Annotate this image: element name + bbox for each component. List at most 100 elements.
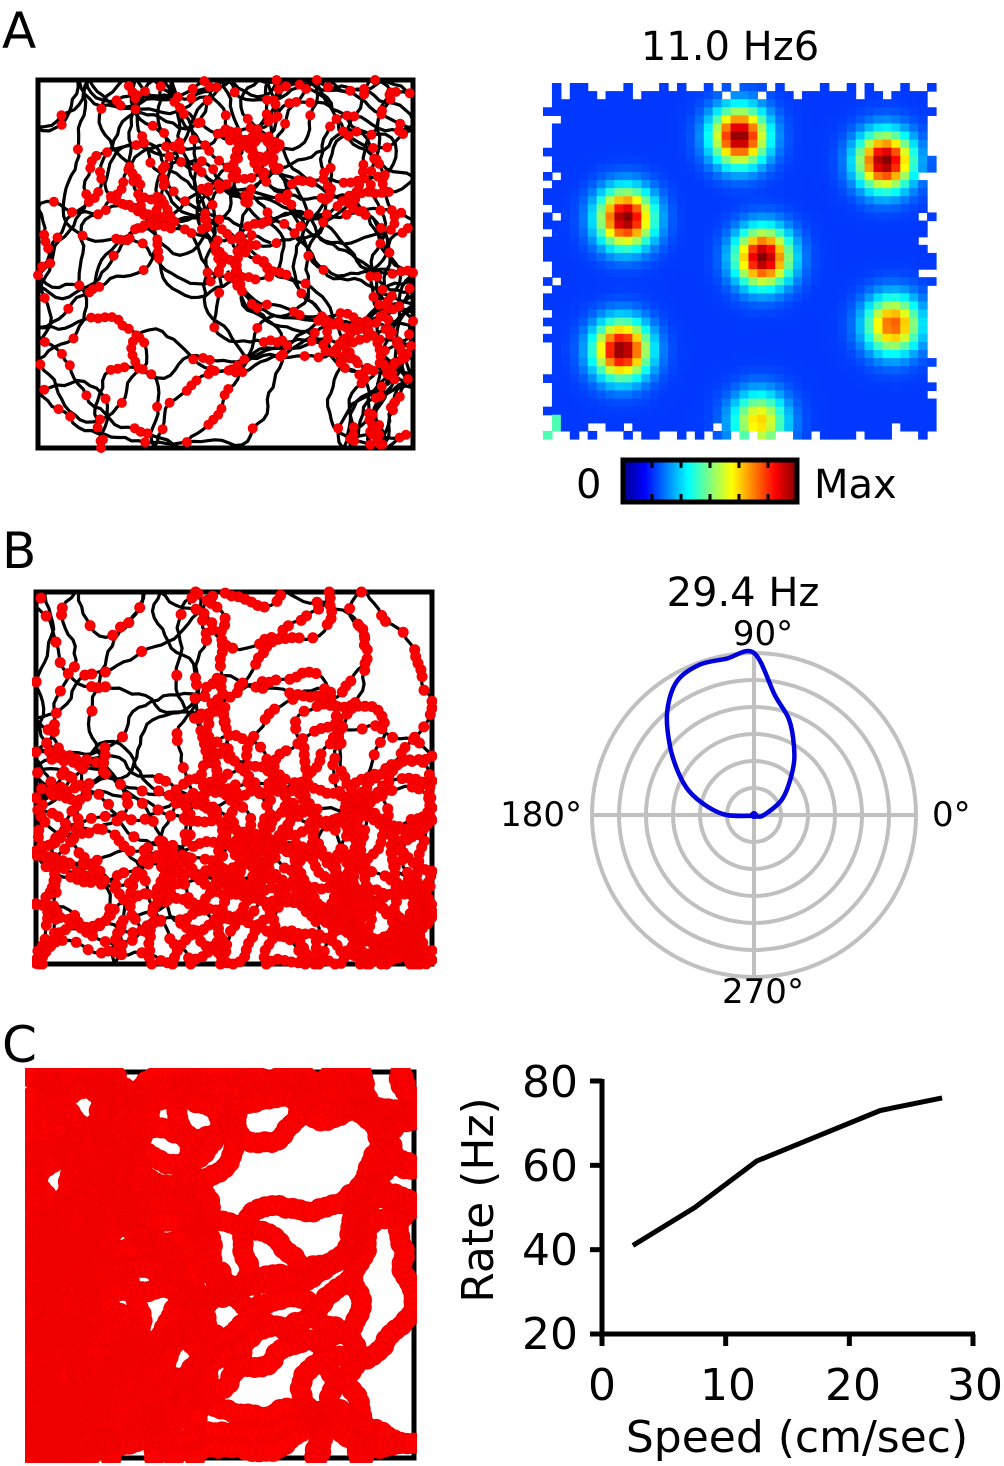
heatmap-cell [623,180,633,189]
heatmap-cell [587,309,598,319]
heatmap-cell [927,163,937,173]
heatmap-cell [828,139,839,149]
heatmap-cell [828,293,839,303]
heatmap-cell [757,430,767,440]
heatmap-cell [837,107,848,116]
heatmap-cell [891,139,901,149]
heatmap-cell [864,398,875,408]
heatmap-cell [703,293,714,303]
heatmap-cell [766,341,776,351]
heatmap-cell [748,285,758,294]
heatmap-cell [775,269,785,278]
heatmap-cell [802,277,812,286]
heatmap-cell [891,212,901,222]
heatmap-cell [641,285,651,294]
heatmap-cell [828,188,839,197]
heatmap-cell [694,212,705,222]
panel-letter-c: C [2,1016,37,1074]
heatmap-cell [846,180,857,189]
heatmap-cell [650,180,660,189]
heatmap-cell [623,309,633,319]
heatmap-cell [748,350,758,359]
heatmap-cell [757,220,767,230]
heatmap-cell [632,325,642,335]
heatmap-cell [596,180,607,189]
heatmap-cell [703,309,714,319]
heatmap-cell [828,91,839,100]
heatmap-cell [730,91,741,100]
heatmap-cell [864,382,875,392]
heatmap-cell [641,277,651,286]
heatmap-cell [819,220,830,230]
heatmap-cell [828,99,839,108]
heatmap-cell [918,123,928,133]
heatmap-cell [551,350,562,359]
heatmap-cell [909,390,919,400]
heatmap-cell [730,99,741,108]
heatmap-cell [569,333,580,343]
heatmap-cell [864,204,875,214]
heatmap-cell [676,139,687,149]
heatmap-cell [560,366,571,375]
heatmap-cell [560,131,571,141]
heatmap-cell [846,220,857,230]
y-tick-label-40: 40 [522,1225,578,1276]
heatmap-cell [909,107,919,116]
heatmap-cell [900,228,910,238]
polar-label-180: 180° [500,795,582,835]
heatmap-cell [578,123,589,133]
heatmap-cell [775,147,785,157]
heatmap-cell [784,341,794,351]
heatmap-cell [721,204,732,214]
heatmap-cell [837,366,848,375]
heatmap-cell [694,147,705,157]
heatmap-cell [918,398,928,408]
heatmap-cell [810,398,821,408]
heatmap-cell [614,350,624,359]
heatmap-cell [632,277,642,286]
heatmap-cell [810,99,821,108]
colorbar-min-label: 0 [576,462,601,508]
heatmap-cell [650,341,660,351]
heatmap-cell [543,317,553,327]
heatmap-cell [748,172,758,181]
heatmap-cell [837,99,848,108]
heatmap-cell [685,115,696,125]
heatmap-cell [685,317,696,327]
heatmap-cell [721,325,732,335]
heatmap-cell [650,261,660,270]
heatmap-cell [793,99,803,108]
heatmap-cell [596,277,607,286]
heatmap-cell [775,390,785,400]
heatmap-cell [676,99,687,108]
heatmap-cell [596,341,607,351]
heatmap-cell [703,115,714,125]
heatmap-cell [614,196,624,205]
heatmap-cell [614,180,624,189]
heatmap-cell [694,325,705,335]
heatmap-cell [551,285,562,294]
heatmap-cell [605,131,616,141]
heatmap-cell [793,139,803,149]
heatmap-cell [775,317,785,327]
heatmap-cell [864,301,875,311]
heatmap-cell [819,204,830,214]
heatmap-cell [864,309,875,319]
heatmap-cell [569,220,580,230]
heatmap-cell [846,99,857,108]
heatmap-cell [694,139,705,149]
heatmap-cell [632,398,642,408]
heatmap-cell [650,285,660,294]
heatmap-cell [891,155,901,165]
heatmap-cell [685,180,696,189]
heatmap-cell [864,155,875,165]
heatmap-cell [551,333,562,343]
heatmap-cell [596,382,607,392]
heatmap-cell [703,204,714,214]
heatmap-cell [623,366,633,375]
heatmap-cell [748,358,758,367]
heatmap-cell [596,366,607,375]
heatmap-cell [900,261,910,270]
heatmap-cell [712,406,723,416]
heatmap-cell [668,414,678,424]
